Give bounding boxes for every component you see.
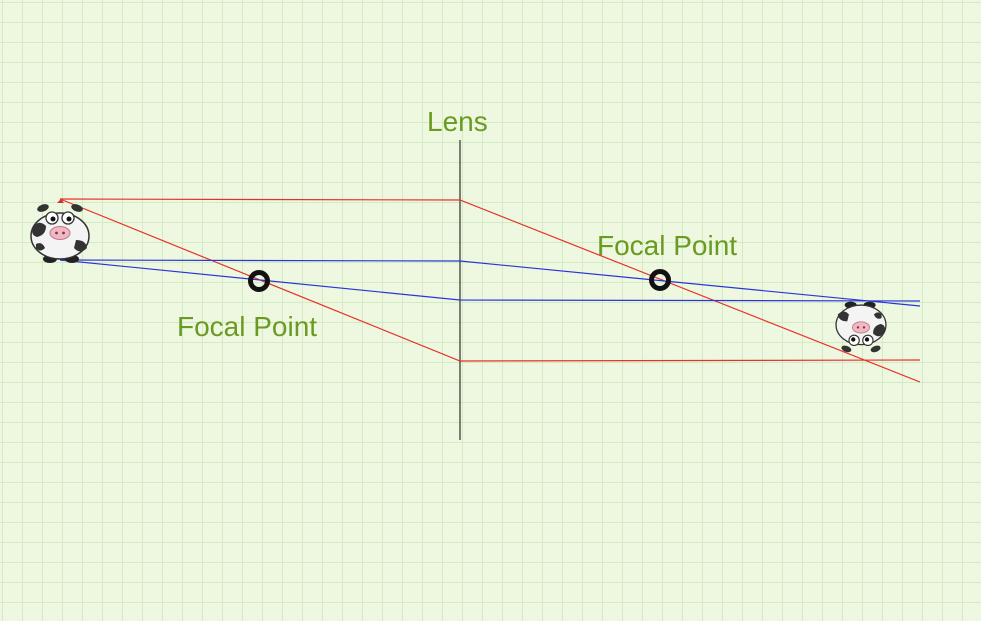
lens-label: Lens: [427, 106, 488, 137]
focal-point-right-marker: [649, 269, 671, 291]
ray-blue-through-focus: [59, 259, 921, 302]
focal-point-left-marker: [248, 270, 270, 292]
ray-red-through-focus: [59, 198, 921, 362]
focal-point-left-label: Focal Point: [177, 311, 318, 342]
inverted-cow-icon: [835, 301, 887, 353]
ray-red-parallel: [59, 198, 921, 383]
focal-point-right-label: Focal Point: [597, 230, 738, 261]
cow-icon: [30, 199, 90, 263]
ray-blue-parallel: [59, 259, 921, 307]
